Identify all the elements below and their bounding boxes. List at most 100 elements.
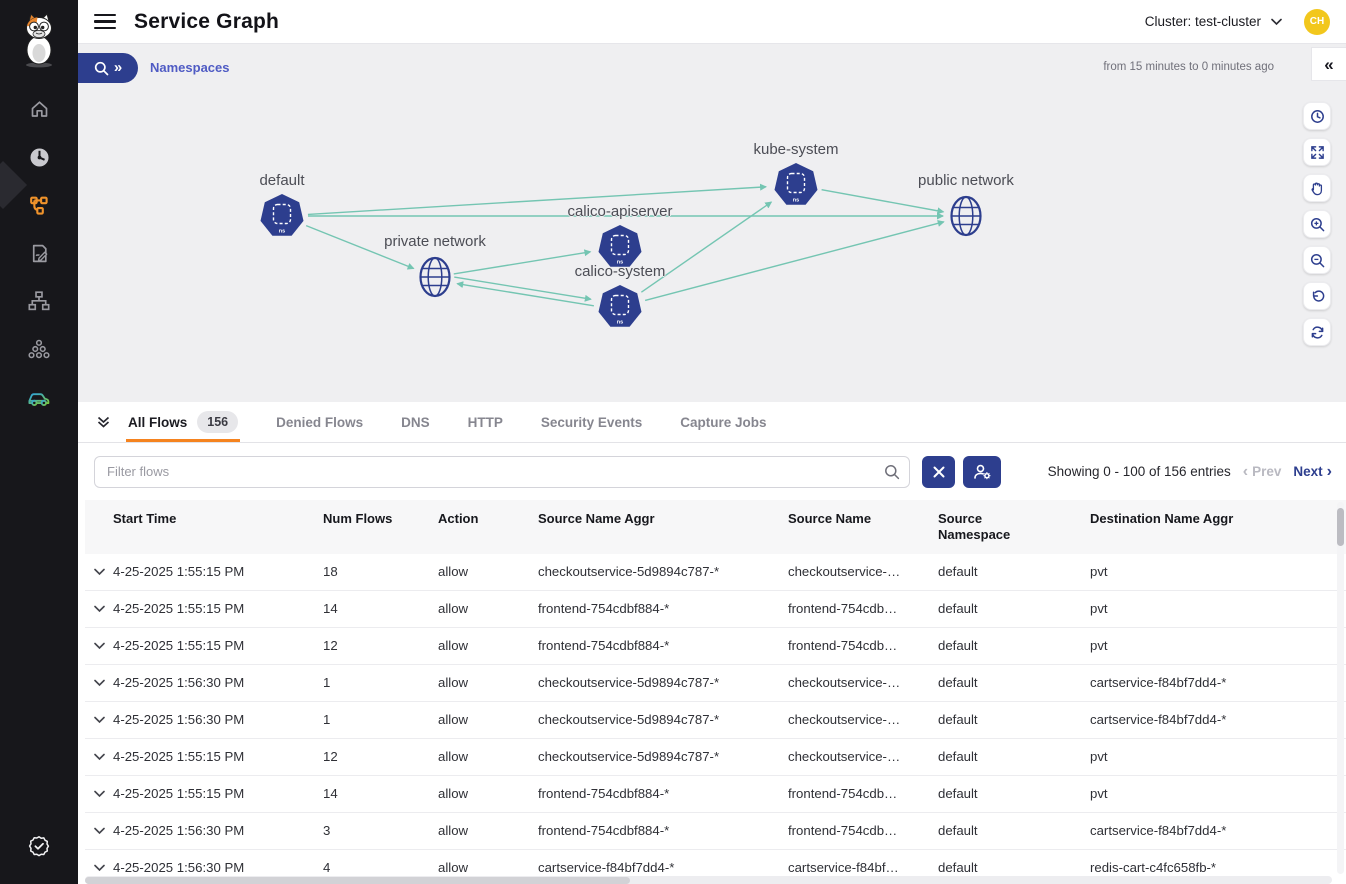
graph-edge-calico-system-to-public-network <box>644 219 945 302</box>
table-cell: 12 <box>323 638 338 653</box>
refresh-button[interactable] <box>1303 318 1331 346</box>
table-cell: default <box>938 823 978 838</box>
sidebar-item-dashboard[interactable] <box>17 137 61 177</box>
table-cell: frontend-754cdbf884-* <box>538 638 670 653</box>
table-cell: default <box>938 749 978 764</box>
table-row[interactable]: 4-25-2025 1:56:30 PM 3 allow frontend-754cd… <box>85 812 1346 850</box>
table-row[interactable]: 4-25-2025 1:56:30 PM 1 allow checkoutservic… <box>85 701 1346 739</box>
tab-capture-jobs[interactable]: Capture Jobs <box>678 402 768 442</box>
row-expander[interactable] <box>85 591 113 627</box>
row-expander[interactable] <box>85 554 113 590</box>
table-row[interactable]: 4-25-2025 1:55:15 PM 12 allow frontend-754c… <box>85 627 1346 665</box>
tab-denied-flows[interactable]: Denied Flows <box>274 402 365 442</box>
table-cell: 4-25-2025 1:56:30 PM <box>113 712 245 727</box>
table-cell: allow <box>438 564 469 579</box>
sidebar-item-network-topology[interactable] <box>17 281 61 321</box>
graph-node-calico-apiserver[interactable]: ns <box>598 225 642 267</box>
reset-view-button[interactable] <box>1303 282 1331 310</box>
graph-node-public-network[interactable] <box>950 195 982 237</box>
table-cell: redis-cart-c4fc658fb-* <box>1090 860 1217 875</box>
sidebar <box>0 0 78 884</box>
customize-columns-button[interactable] <box>963 455 1001 488</box>
clear-filter-button[interactable] <box>922 455 955 488</box>
tab-dns[interactable]: DNS <box>399 402 432 442</box>
table-cell: frontend-754cdb… <box>788 638 898 653</box>
table-cell: allow <box>438 712 469 727</box>
table-cell: cartservice-f84bf… <box>788 860 899 875</box>
vertical-scrollbar[interactable] <box>1337 502 1344 874</box>
zoom-in-button[interactable] <box>1303 210 1331 238</box>
sidebar-item-cluster[interactable] <box>17 329 61 369</box>
row-expander[interactable] <box>85 850 113 884</box>
tab-http[interactable]: HTTP <box>466 402 505 442</box>
table-cell: pvt <box>1090 601 1108 616</box>
chevron-down-icon <box>93 642 105 649</box>
breadcrumb[interactable]: Namespaces <box>150 59 230 75</box>
graph-canvas[interactable]: ns ns ns ns default private network calico-ap… <box>78 90 1346 402</box>
table-cell: default <box>938 675 978 690</box>
namespace-hexagon <box>598 225 642 267</box>
table-cell: pvt <box>1090 638 1108 653</box>
table-row[interactable]: 4-25-2025 1:55:15 PM 12 allow checkoutservi… <box>85 738 1346 776</box>
collapse-panel-button[interactable]: « <box>1311 47 1346 81</box>
table-cell: pvt <box>1090 564 1108 579</box>
sidebar-item-compliance[interactable] <box>17 826 61 866</box>
row-expander[interactable] <box>85 628 113 664</box>
graph-node-calico-system[interactable]: ns <box>598 285 642 327</box>
prev-page-button[interactable]: ‹ Prev <box>1242 462 1282 480</box>
column-header-action[interactable]: Action <box>438 511 479 526</box>
menu-button[interactable] <box>94 11 120 33</box>
collapse-flows-button[interactable] <box>88 402 118 442</box>
row-expander[interactable] <box>85 665 113 701</box>
column-header-start-time[interactable]: Start Time <box>113 511 177 526</box>
flows-filter-row: Showing 0 - 100 of 156 entries ‹ Prev Ne… <box>78 443 1346 500</box>
vertical-scrollbar-thumb[interactable] <box>1337 508 1344 546</box>
time-machine-button[interactable] <box>1303 102 1331 130</box>
horizontal-scrollbar-thumb[interactable] <box>85 876 630 884</box>
table-cell: default <box>938 638 978 653</box>
graph-search-button[interactable]: » <box>78 53 138 83</box>
row-expander[interactable] <box>85 813 113 849</box>
row-expander[interactable] <box>85 776 113 812</box>
table-cell: checkoutservice-5d9894c787-* <box>538 564 720 579</box>
fit-to-screen-button[interactable] <box>1303 138 1331 166</box>
table-cell: cartservice-f84bf7dd4-* <box>1090 823 1227 838</box>
tab-label: HTTP <box>467 414 503 430</box>
graph-node-default[interactable]: ns <box>260 194 304 236</box>
ns-tag: ns <box>617 260 623 266</box>
row-expander[interactable] <box>85 739 113 775</box>
cluster-selector[interactable]: Cluster: test-cluster <box>1145 14 1282 29</box>
table-row[interactable]: 4-25-2025 1:55:15 PM 14 allow frontend-754c… <box>85 775 1346 813</box>
table-row[interactable]: 4-25-2025 1:55:15 PM 18 allow checkoutservi… <box>85 553 1346 591</box>
row-expander[interactable] <box>85 702 113 738</box>
filter-flows-input[interactable] <box>94 455 910 488</box>
graph-node-kube-system[interactable]: ns <box>774 163 818 205</box>
table-cell: allow <box>438 675 469 690</box>
column-header-destination-name-aggr[interactable]: Destination Name Aggr <box>1090 511 1234 526</box>
tab-count-badge: 156 <box>197 411 239 433</box>
sidebar-item-drive[interactable] <box>17 377 61 417</box>
zoom-out-button[interactable] <box>1303 246 1331 274</box>
tab-all-flows[interactable]: All Flows 156 <box>126 402 241 442</box>
column-header-source-namespace[interactable]: Source Namespace <box>938 511 1011 543</box>
table-cell: allow <box>438 638 469 653</box>
sidebar-item-reports[interactable] <box>17 233 61 273</box>
column-header-source-name[interactable]: Source Name <box>788 511 872 526</box>
double-chevron-down-icon <box>97 416 109 428</box>
graph-node-private-network[interactable] <box>419 256 451 298</box>
horizontal-scrollbar[interactable] <box>85 876 1332 884</box>
table-cell: 18 <box>323 564 338 579</box>
avatar[interactable]: CH <box>1304 8 1330 35</box>
column-header-source-name-aggr[interactable]: Source Name Aggr <box>538 511 655 526</box>
pan-button[interactable] <box>1303 174 1331 202</box>
sidebar-item-service-graph[interactable] <box>17 185 61 225</box>
page-title: Service Graph <box>134 9 280 33</box>
next-page-button[interactable]: Next › <box>1293 462 1332 480</box>
sidebar-item-home[interactable] <box>17 89 61 129</box>
table-row[interactable]: 4-25-2025 1:56:30 PM 1 allow checkoutservic… <box>85 664 1346 702</box>
cat-logo[interactable] <box>16 10 62 73</box>
table-row[interactable]: 4-25-2025 1:55:15 PM 14 allow frontend-754c… <box>85 590 1346 628</box>
tab-security-events[interactable]: Security Events <box>539 402 644 442</box>
column-header-num-flows[interactable]: Num Flows <box>323 511 393 526</box>
